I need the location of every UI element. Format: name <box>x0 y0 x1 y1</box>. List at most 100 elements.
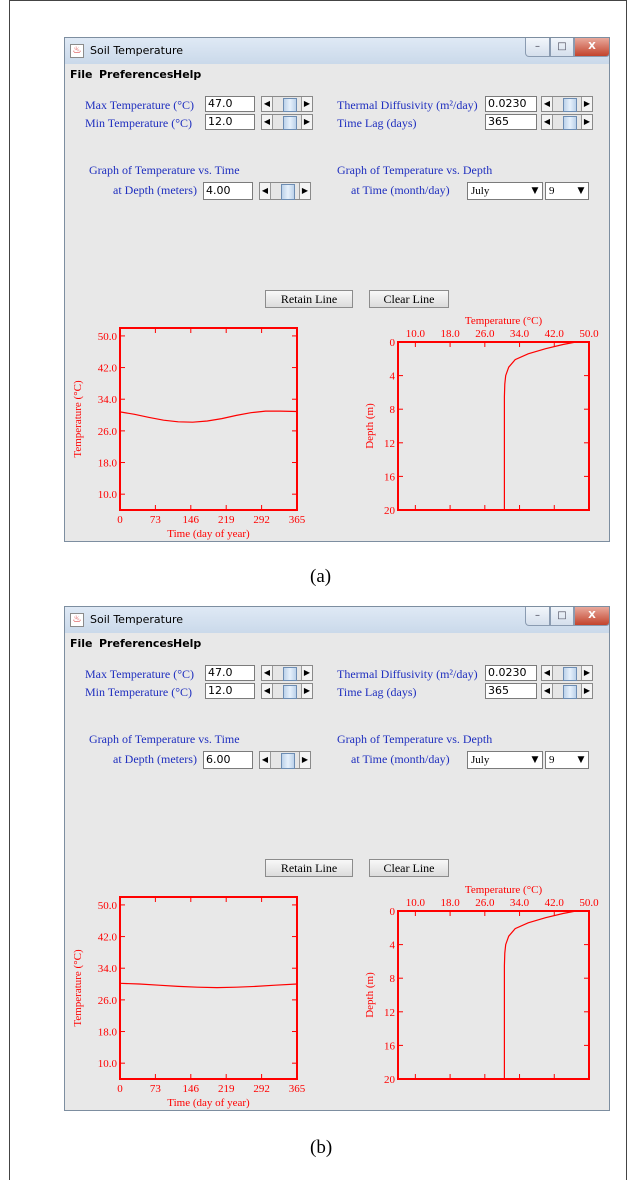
y-tick-label: 34.0 <box>98 394 118 406</box>
min-temp-slider[interactable]: ◀ ▶ <box>261 114 313 130</box>
scroll-left-icon[interactable]: ◀ <box>262 97 273 111</box>
scroll-right-icon[interactable]: ▶ <box>581 97 592 111</box>
thermal-diffusivity-slider[interactable]: ◀ ▶ <box>541 665 593 681</box>
x-tick-label: 10.0 <box>406 328 426 340</box>
max-temp-field[interactable]: 47.0 <box>205 665 255 681</box>
retain-line-button[interactable]: Retain Line <box>265 290 353 308</box>
menu-preferences[interactable]: Preferences <box>99 68 174 81</box>
slider-thumb[interactable] <box>283 98 297 112</box>
scroll-left-icon[interactable]: ◀ <box>542 684 553 698</box>
graph-time-title: Graph of Temperature vs. Time <box>89 163 240 177</box>
temp-vs-depth-chart: 10.0 18.0 26.0 34.0 42.0 50.0 Temperature (°C)… <box>364 884 599 1086</box>
thermal-diffusivity-label: Thermal Diffusivity (m²/day) <box>337 98 478 112</box>
y-tick-label: 26.0 <box>98 426 118 438</box>
dropdown-arrow-icon[interactable]: ▼ <box>531 186 539 196</box>
scroll-right-icon[interactable]: ▶ <box>581 115 592 129</box>
day-select[interactable]: 9 ▼ <box>545 751 589 769</box>
max-temp-field[interactable]: 47.0 <box>205 96 255 112</box>
scroll-right-icon[interactable]: ▶ <box>299 752 310 768</box>
menu-preferences[interactable]: Preferences <box>99 637 174 650</box>
time-lag-slider[interactable]: ◀ ▶ <box>541 114 593 130</box>
window-title: Soil Temperature <box>90 44 184 57</box>
y-tick-label: 8 <box>390 404 396 416</box>
min-temp-slider[interactable]: ◀ ▶ <box>261 683 313 699</box>
depth-slider[interactable]: ◀ ▶ <box>259 751 311 769</box>
slider-thumb[interactable] <box>281 753 295 769</box>
time-lag-field[interactable]: 365 <box>485 114 537 130</box>
dropdown-arrow-icon[interactable]: ▼ <box>577 186 585 196</box>
y-tick-label: 16 <box>384 1040 396 1052</box>
slider-thumb[interactable] <box>563 667 577 681</box>
menu-help[interactable]: Help <box>173 637 202 650</box>
scroll-right-icon[interactable]: ▶ <box>581 684 592 698</box>
title-bar[interactable]: ♨ Soil Temperature – □ X <box>65 607 609 633</box>
thermal-diffusivity-field[interactable]: 0.0230 <box>485 665 537 681</box>
scroll-left-icon[interactable]: ◀ <box>260 183 271 199</box>
title-bar[interactable]: ♨ Soil Temperature – □ X <box>65 38 609 64</box>
x-tick-label: 73 <box>150 1083 162 1095</box>
minimize-button[interactable]: – <box>525 38 550 57</box>
time-lag-slider[interactable]: ◀ ▶ <box>541 683 593 699</box>
scroll-right-icon[interactable]: ▶ <box>299 183 310 199</box>
min-temp-field[interactable]: 12.0 <box>205 114 255 130</box>
slider-thumb[interactable] <box>283 685 297 699</box>
close-button[interactable]: X <box>574 38 609 57</box>
month-select[interactable]: July ▼ <box>467 751 543 769</box>
slider-thumb[interactable] <box>283 116 297 130</box>
scroll-left-icon[interactable]: ◀ <box>542 97 553 111</box>
scroll-right-icon[interactable]: ▶ <box>301 666 312 680</box>
scroll-right-icon[interactable]: ▶ <box>301 115 312 129</box>
month-select[interactable]: July ▼ <box>467 182 543 200</box>
close-button[interactable]: X <box>574 607 609 626</box>
clear-line-button[interactable]: Clear Line <box>369 859 449 877</box>
dropdown-arrow-icon[interactable]: ▼ <box>577 755 585 765</box>
depth-slider[interactable]: ◀ ▶ <box>259 182 311 200</box>
min-temp-field[interactable]: 12.0 <box>205 683 255 699</box>
retain-line-button[interactable]: Retain Line <box>265 859 353 877</box>
slider-thumb[interactable] <box>281 184 295 200</box>
depth-field[interactable]: 4.00 <box>203 182 253 200</box>
menu-help[interactable]: Help <box>173 68 202 81</box>
scroll-left-icon[interactable]: ◀ <box>262 684 273 698</box>
minimize-button[interactable]: – <box>525 607 550 626</box>
scroll-left-icon[interactable]: ◀ <box>262 666 273 680</box>
max-temp-label: Max Temperature (°C) <box>85 98 195 112</box>
maximize-button[interactable]: □ <box>550 38 574 57</box>
time-lag-field[interactable]: 365 <box>485 683 537 699</box>
y-tick-label: 0 <box>390 337 396 349</box>
x-tick-label: 146 <box>183 514 200 526</box>
y-tick-label: 50.0 <box>98 331 118 343</box>
menu-file[interactable]: File <box>70 637 93 650</box>
min-temp-label: Min Temperature (°C) <box>85 685 193 699</box>
scroll-right-icon[interactable]: ▶ <box>301 684 312 698</box>
x-axis-label: Time (day of year) <box>167 1097 250 1109</box>
day-select[interactable]: 9 ▼ <box>545 182 589 200</box>
x-axis-label: Time (day of year) <box>167 528 250 540</box>
scroll-left-icon[interactable]: ◀ <box>262 115 273 129</box>
scroll-left-icon[interactable]: ◀ <box>542 115 553 129</box>
max-temp-slider[interactable]: ◀ ▶ <box>261 96 313 112</box>
y-tick-label: 4 <box>390 371 396 383</box>
slider-thumb[interactable] <box>283 667 297 681</box>
slider-thumb[interactable] <box>563 685 577 699</box>
panel-caption: (a) <box>310 566 332 587</box>
x-tick-label: 292 <box>253 514 270 526</box>
y-tick-label: 0 <box>390 906 396 918</box>
thermal-diffusivity-slider[interactable]: ◀ ▶ <box>541 96 593 112</box>
scroll-left-icon[interactable]: ◀ <box>260 752 271 768</box>
maximize-button[interactable]: □ <box>550 607 574 626</box>
scroll-right-icon[interactable]: ▶ <box>581 666 592 680</box>
thermal-diffusivity-field[interactable]: 0.0230 <box>485 96 537 112</box>
dropdown-arrow-icon[interactable]: ▼ <box>531 755 539 765</box>
menu-file[interactable]: File <box>70 68 93 81</box>
scroll-left-icon[interactable]: ◀ <box>542 666 553 680</box>
max-temp-slider[interactable]: ◀ ▶ <box>261 665 313 681</box>
slider-thumb[interactable] <box>563 116 577 130</box>
temperature-profile-line <box>503 341 577 510</box>
depth-field[interactable]: 6.00 <box>203 751 253 769</box>
temp-vs-time-chart: 10.0 18.0 26.0 34.0 42.0 50.0 0 73 146 219 292 365 T… <box>72 327 306 540</box>
clear-line-button[interactable]: Clear Line <box>369 290 449 308</box>
scroll-right-icon[interactable]: ▶ <box>301 97 312 111</box>
slider-thumb[interactable] <box>563 98 577 112</box>
plot-frame <box>397 341 590 511</box>
